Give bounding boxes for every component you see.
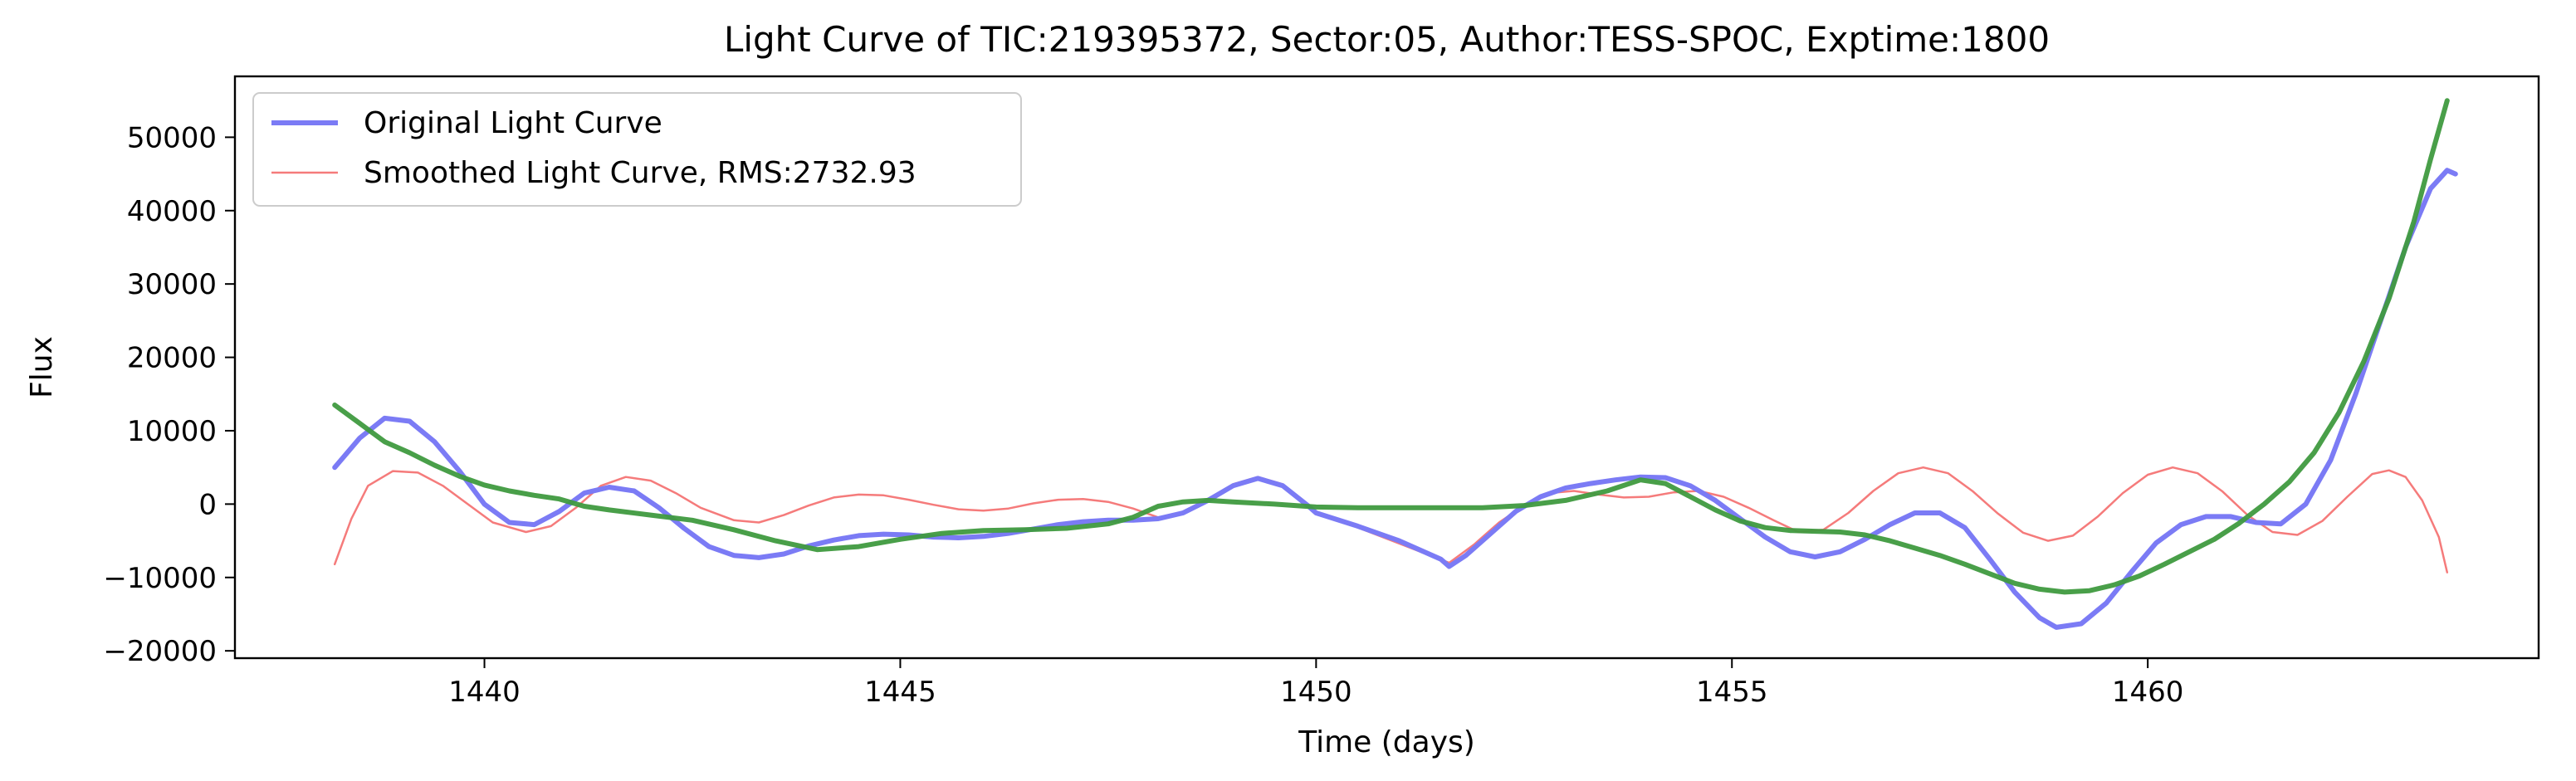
y-tick-label: 50000 xyxy=(127,121,217,154)
y-tick-label: −20000 xyxy=(103,635,217,668)
legend: Original Light Curve Smoothed Light Curv… xyxy=(252,92,1022,207)
x-tick-label: 1440 xyxy=(448,676,521,709)
x-tick-label: 1455 xyxy=(1696,676,1768,709)
y-tick-label: 0 xyxy=(198,488,217,521)
legend-label-original: Original Light Curve xyxy=(364,106,662,140)
x-tick-label: 1460 xyxy=(2112,676,2184,709)
y-tick-label: 10000 xyxy=(127,415,217,448)
series-line-smoothed xyxy=(333,466,2449,574)
plot-frame xyxy=(233,75,2540,660)
chart-title: Light Curve of TIC:219395372, Sector:05,… xyxy=(724,19,2050,60)
x-tick-label: 1445 xyxy=(864,676,936,709)
y-tick-label: 30000 xyxy=(127,268,217,301)
series-layer xyxy=(332,98,2458,630)
x-tick-label: 1450 xyxy=(1280,676,1352,709)
y-tick-label: −10000 xyxy=(103,562,217,595)
y-tick-label: 20000 xyxy=(127,342,217,375)
y-axis: −20000 −10000 0 10000 20000 30000 40000 50000 xyxy=(103,121,235,668)
y-tick-label: 40000 xyxy=(127,195,217,228)
y-axis-label: Flux xyxy=(25,336,59,398)
series-line-trend xyxy=(332,98,2450,595)
x-axis: 1440 1445 1450 1455 1460 xyxy=(448,658,2183,709)
legend-box xyxy=(252,92,1022,207)
x-axis-label: Time (days) xyxy=(1298,725,1475,759)
legend-label-smoothed: Smoothed Light Curve, RMS:2732.93 xyxy=(364,156,917,190)
